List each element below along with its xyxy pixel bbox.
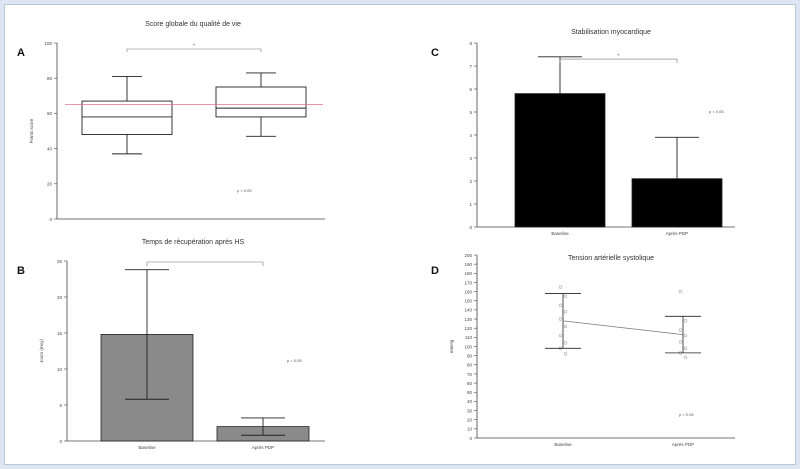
y-tick-label: 150 bbox=[464, 299, 472, 304]
data-point bbox=[683, 355, 688, 360]
data-point bbox=[678, 340, 683, 344]
data-point bbox=[683, 346, 688, 351]
bar bbox=[631, 178, 723, 228]
y-tick-label: 160 bbox=[464, 289, 472, 294]
y-tick-label: 4 bbox=[469, 133, 472, 138]
y-tick-label: 5 bbox=[59, 403, 62, 408]
y-tick-label: 1 bbox=[469, 202, 472, 207]
p-value-annotation: p < 0.05 bbox=[679, 412, 694, 417]
y-tick-label: 80 bbox=[47, 76, 53, 81]
y-tick-label: 110 bbox=[465, 335, 473, 340]
y-tick-label: 70 bbox=[467, 372, 473, 377]
x-tick-label: Baseline bbox=[138, 445, 156, 450]
panel-c: C Stabilisation myocardique 0 1 2 3 4 5 6 7 8 Bas… bbox=[405, 5, 795, 236]
y-tick-label: 0 bbox=[49, 217, 52, 222]
panel-c-chart: 0 1 2 3 4 5 6 7 8 Baseline Après PDP * p < 0.05 bbox=[469, 41, 735, 236]
y-tick-label: 60 bbox=[47, 111, 53, 116]
y-axis-label: Jours (moy) bbox=[39, 339, 44, 363]
panel-a-chart: 0 20 40 60 80 100 Points score * p < 0.05 bbox=[29, 41, 325, 222]
y-tick-label: 100 bbox=[464, 344, 472, 349]
y-tick-label: 200 bbox=[464, 253, 472, 258]
y-tick-label: 170 bbox=[464, 280, 472, 285]
y-tick-label: 50 bbox=[467, 390, 473, 395]
x-tick-label: Baseline bbox=[554, 442, 572, 447]
y-tick-label: 10 bbox=[467, 427, 473, 432]
bar bbox=[514, 93, 606, 228]
data-point bbox=[558, 303, 563, 308]
panel-letter-b: B bbox=[17, 265, 25, 277]
data-point bbox=[563, 310, 568, 314]
panel-c-title: Stabilisation myocardique bbox=[571, 29, 651, 36]
y-tick-label: 120 bbox=[464, 326, 472, 331]
x-tick-label: Baseline bbox=[551, 231, 569, 236]
data-point bbox=[678, 289, 683, 294]
significance-mark: * bbox=[193, 44, 195, 50]
panel-b: B Temps de récupération après HS 0 5 10 15 2… bbox=[5, 233, 395, 464]
y-tick-label: 130 bbox=[464, 317, 472, 322]
y-tick-label: 30 bbox=[467, 408, 473, 413]
y-tick-label: 8 bbox=[469, 41, 472, 46]
y-tick-label: 3 bbox=[469, 156, 472, 161]
p-value-annotation: p < 0.05 bbox=[709, 109, 724, 114]
p-value-annotation: p < 0.05 bbox=[237, 188, 252, 193]
data-point bbox=[563, 341, 568, 345]
significance-bracket bbox=[559, 58, 678, 64]
y-tick-label: 20 bbox=[47, 182, 53, 187]
significance-bracket bbox=[146, 261, 264, 266]
mean-connector-line bbox=[562, 320, 684, 336]
box-iqr bbox=[81, 100, 173, 135]
data-point bbox=[683, 333, 688, 338]
data-point bbox=[558, 333, 563, 338]
y-tick-label: 40 bbox=[47, 146, 53, 151]
y-tick-label: 6 bbox=[469, 87, 472, 92]
data-point bbox=[563, 294, 568, 298]
panel-d: D Tension artérielle systolique 0 10 20 30 4… bbox=[405, 233, 795, 464]
x-tick-label: Après PDP bbox=[252, 445, 274, 450]
y-tick-label: 190 bbox=[464, 262, 472, 267]
significance-mark: * bbox=[618, 54, 620, 60]
panel-d-chart: 0 10 20 30 40 50 60 70 80 90 100 110 120 130 140 150 160… bbox=[449, 253, 735, 447]
box-iqr bbox=[215, 86, 307, 118]
y-tick-label: 0 bbox=[469, 225, 472, 230]
y-axis-label: mmHg bbox=[449, 339, 454, 353]
y-tick-label: 15 bbox=[57, 331, 63, 336]
y-tick-label: 60 bbox=[467, 381, 473, 386]
panel-a: A Score globale du qualité de vie 0 20 40 6… bbox=[5, 5, 395, 235]
y-tick-label: 80 bbox=[467, 363, 473, 368]
y-tick-label: 20 bbox=[57, 295, 63, 300]
y-tick-label: 40 bbox=[467, 399, 473, 404]
y-tick-label: 25 bbox=[57, 259, 63, 264]
significance-bracket bbox=[126, 48, 262, 52]
y-tick-label: 20 bbox=[467, 418, 473, 423]
panel-d-title: Tension artérielle systolique bbox=[568, 255, 654, 262]
data-point bbox=[558, 317, 563, 321]
panel-letter-d: D bbox=[431, 265, 439, 277]
panel-b-chart: 0 5 10 15 20 25 Jours (moy) Baseline Après PDP p … bbox=[39, 259, 325, 450]
data-point bbox=[678, 328, 683, 332]
panel-a-title: Score globale du qualité de vie bbox=[145, 21, 241, 28]
x-tick-label: Après PDP bbox=[672, 442, 694, 447]
y-tick-label: 0 bbox=[59, 439, 62, 444]
y-tick-label: 140 bbox=[464, 308, 472, 313]
p-value-annotation: p < 0.05 bbox=[287, 358, 302, 363]
y-tick-label: 180 bbox=[464, 271, 472, 276]
figure-frame: A Score globale du qualité de vie 0 20 40 6… bbox=[4, 4, 796, 465]
y-tick-label: 100 bbox=[44, 41, 52, 46]
y-tick-label: 2 bbox=[469, 179, 472, 184]
y-tick-label: 5 bbox=[469, 110, 472, 115]
y-tick-label: 0 bbox=[469, 436, 472, 441]
panel-b-title: Temps de récupération après HS bbox=[141, 239, 245, 246]
y-tick-label: 90 bbox=[467, 353, 473, 358]
panel-letter-c: C bbox=[431, 47, 439, 59]
y-tick-label: 7 bbox=[469, 64, 472, 69]
x-tick-label: Après PDP bbox=[666, 231, 688, 236]
y-tick-label: 10 bbox=[57, 367, 63, 372]
data-point bbox=[558, 285, 563, 289]
data-point bbox=[563, 352, 568, 356]
y-axis-label: Points score bbox=[29, 118, 34, 143]
data-point bbox=[563, 324, 568, 329]
panel-letter-a: A bbox=[17, 47, 25, 59]
data-point bbox=[683, 319, 688, 323]
